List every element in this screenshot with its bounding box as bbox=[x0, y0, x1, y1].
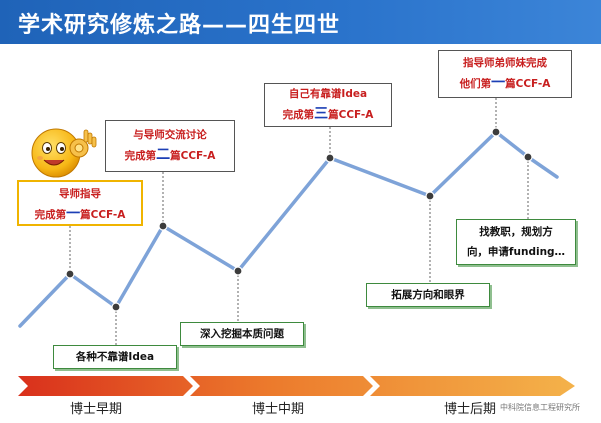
note-text: 拓展方向和眼界 bbox=[391, 289, 465, 301]
note-job-funding: 找教职，规划方 向，申请funding… bbox=[456, 219, 576, 265]
note-text-line1: 找教职，规划方 bbox=[479, 226, 553, 238]
note-text: 各种不靠谱Idea bbox=[75, 351, 155, 363]
phase-divider bbox=[183, 376, 200, 396]
phase-label-middle: 博士中期 bbox=[252, 402, 305, 417]
page-title: 学术研究修炼之路——四生四世 bbox=[18, 13, 341, 38]
milestone-second-paper: 与导师交流讨论 完成第二篇CCF-A bbox=[105, 120, 235, 172]
note-text-line2: 向，申请funding… bbox=[466, 246, 566, 258]
phase-label-early: 博士早期 bbox=[70, 402, 123, 417]
note-text: 深入挖掘本质问题 bbox=[200, 328, 284, 340]
phase-arrow bbox=[18, 376, 575, 396]
milestone-first-paper: 导师指导 完成第一篇CCF-A bbox=[17, 180, 143, 226]
milestone-line2: 完成第三篇CCF-A bbox=[282, 106, 374, 122]
milestone-line2: 完成第一篇CCF-A bbox=[34, 206, 126, 222]
emoji-ok-face-icon bbox=[31, 128, 97, 178]
phase-arrow-body bbox=[18, 376, 575, 396]
leader-lines bbox=[69, 98, 529, 345]
curve-point bbox=[491, 127, 501, 137]
milestone-line1: 指导师弟师妹完成 bbox=[463, 57, 547, 69]
note-dig-deeper: 深入挖掘本质问题 bbox=[180, 322, 304, 346]
curve-point bbox=[158, 221, 168, 231]
curve-point bbox=[325, 153, 335, 163]
title-bar: 学术研究修炼之路——四生四世 bbox=[0, 0, 601, 44]
phase-label-late: 博士后期 bbox=[444, 402, 497, 417]
milestone-line2: 他们第一篇CCF-A bbox=[459, 75, 551, 91]
note-unreliable-ideas: 各种不靠谱Idea bbox=[53, 345, 177, 369]
curve-point bbox=[111, 302, 121, 312]
milestone-third-paper: 自己有靠谱Idea 完成第三篇CCF-A bbox=[264, 83, 392, 127]
curve-point bbox=[523, 152, 533, 162]
milestone-line2: 完成第二篇CCF-A bbox=[124, 147, 216, 163]
milestone-line1: 自己有靠谱Idea bbox=[288, 88, 368, 100]
milestone-line1: 与导师交流讨论 bbox=[133, 129, 207, 141]
curve-point bbox=[233, 266, 243, 276]
curve-point bbox=[425, 191, 435, 201]
phase-divider bbox=[363, 376, 380, 396]
curve-point bbox=[65, 269, 75, 279]
note-broaden-horizons: 拓展方向和眼界 bbox=[366, 283, 490, 307]
curve-points bbox=[65, 127, 533, 312]
milestone-mentoring: 指导师弟师妹完成 他们第一篇CCF-A bbox=[438, 50, 572, 98]
institution-watermark: 中科院信息工程研究所 bbox=[500, 403, 580, 412]
milestone-line1: 导师指导 bbox=[59, 188, 101, 200]
progress-curve bbox=[18, 130, 559, 328]
